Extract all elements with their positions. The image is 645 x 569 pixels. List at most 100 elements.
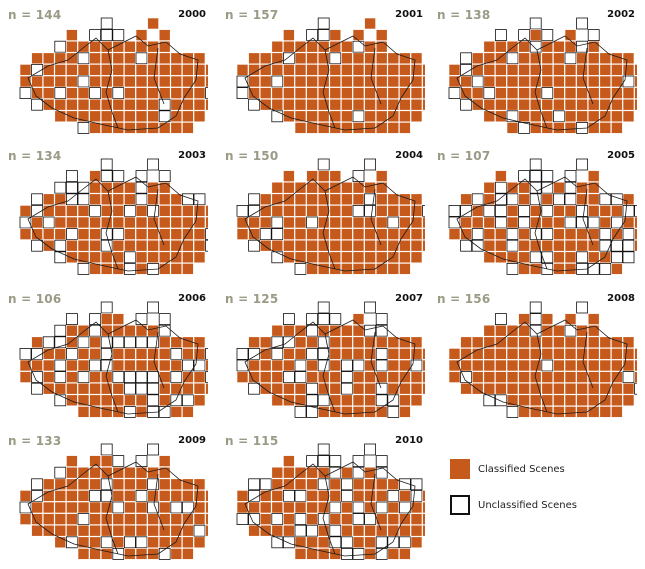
unclassified-scene-tile bbox=[248, 348, 261, 360]
unclassified-scene-tile bbox=[329, 455, 342, 468]
unclassified-scene-tile bbox=[54, 359, 67, 372]
unclassified-scene-tile bbox=[541, 251, 554, 264]
country-boundary-lines bbox=[244, 319, 416, 415]
unclassified-scene-tile bbox=[460, 239, 473, 252]
classified-scene-tile bbox=[205, 359, 208, 372]
unclassified-scene-tile bbox=[100, 301, 113, 314]
unclassified-scene-tile bbox=[66, 348, 78, 360]
classified-scene-tile bbox=[375, 52, 388, 65]
classified-scene-tile bbox=[54, 501, 67, 514]
classified-scene-tile bbox=[66, 205, 78, 217]
classified-scene-tile bbox=[100, 216, 113, 229]
classified-scene-tile bbox=[399, 382, 411, 395]
classified-scene-tile bbox=[564, 40, 577, 53]
classified-scene-tile bbox=[158, 205, 171, 217]
classified-scene-tile bbox=[460, 336, 472, 349]
classified-scene-tile bbox=[329, 193, 342, 206]
classified-scene-tile bbox=[518, 336, 530, 349]
classified-scene-tile bbox=[341, 64, 353, 76]
scene-map-2008 bbox=[448, 301, 637, 418]
classified-scene-tile bbox=[135, 64, 148, 76]
country-boundary-lines bbox=[27, 35, 199, 131]
classified-scene-tile bbox=[283, 501, 295, 514]
classified-scene-tile bbox=[306, 52, 318, 65]
classified-scene-tile bbox=[135, 359, 148, 372]
classified-scene-tile bbox=[77, 394, 90, 407]
classified-scene-tile bbox=[170, 87, 183, 99]
unclassified-scene-tile bbox=[31, 382, 44, 395]
classified-scene-tile bbox=[170, 122, 183, 134]
unclassified-scene-tile bbox=[100, 336, 113, 349]
classified-scene-tile bbox=[42, 98, 55, 111]
classified-scene-tile bbox=[170, 64, 183, 76]
classified-scene-tile bbox=[634, 98, 637, 111]
classified-scene-tile bbox=[77, 251, 90, 264]
classified-scene-tile bbox=[100, 205, 113, 217]
unclassified-scene-tile bbox=[271, 251, 284, 264]
classified-scene-tile bbox=[364, 394, 376, 407]
map-panel-2004: n = 150 2004 bbox=[225, 149, 425, 275]
classified-scene-tile bbox=[271, 371, 284, 383]
unclassified-scene-tile bbox=[147, 205, 160, 217]
unclassified-scene-tile bbox=[364, 324, 377, 337]
unclassified-scene-tile bbox=[317, 359, 330, 372]
classified-scene-tile bbox=[422, 75, 425, 88]
classified-scene-tile bbox=[294, 501, 307, 514]
classified-scene-tile bbox=[387, 75, 400, 88]
unclassified-scene-tile bbox=[529, 158, 542, 171]
country-boundary-lines bbox=[27, 176, 199, 272]
unclassified-scene-tile bbox=[483, 205, 496, 217]
classified-scene-tile bbox=[248, 336, 260, 349]
classified-scene-tile bbox=[611, 348, 623, 360]
classified-scene-tile bbox=[518, 348, 530, 360]
classified-scene-tile bbox=[329, 110, 342, 123]
classified-scene-tile bbox=[352, 394, 365, 407]
unclassified-scene-tile bbox=[193, 359, 206, 372]
classified-scene-tile bbox=[375, 251, 388, 264]
classified-scene-tile bbox=[135, 348, 148, 360]
unclassified-scene-tile bbox=[622, 75, 635, 88]
classified-scene-tile bbox=[541, 98, 554, 111]
unclassified-scene-tile bbox=[248, 478, 261, 491]
unclassified-scene-tile bbox=[471, 193, 484, 206]
classified-scene-tile bbox=[541, 52, 554, 65]
unclassified-scene-tile bbox=[181, 394, 194, 407]
classified-scene-tile bbox=[283, 181, 295, 194]
classified-scene-tile bbox=[529, 394, 542, 407]
classified-scene-tile bbox=[158, 371, 171, 383]
unclassified-scene-tile bbox=[147, 382, 160, 395]
classified-scene-tile bbox=[634, 359, 637, 372]
classified-scene-tile bbox=[599, 75, 612, 88]
classified-scene-tile bbox=[100, 122, 113, 134]
classified-scene-tile bbox=[387, 382, 400, 395]
classified-scene-tile bbox=[341, 98, 353, 111]
unclassified-scene-tile bbox=[181, 501, 194, 514]
classified-scene-tile bbox=[158, 501, 171, 514]
classified-scene-tile bbox=[387, 193, 400, 206]
classified-scene-tile bbox=[306, 193, 318, 206]
classified-scene-tile bbox=[170, 548, 183, 560]
classified-scene-tile bbox=[553, 122, 565, 134]
classified-scene-tile bbox=[622, 52, 635, 65]
classified-scene-tile bbox=[529, 122, 542, 134]
classified-scene-tile bbox=[283, 348, 295, 360]
classified-scene-tile bbox=[518, 239, 530, 252]
unclassified-scene-tile bbox=[352, 170, 365, 183]
classified-scene-tile bbox=[506, 98, 519, 111]
classified-scene-tile bbox=[634, 216, 637, 229]
classified-scene-tile bbox=[483, 371, 496, 383]
classified-scene-tile bbox=[422, 239, 425, 252]
classified-scene-tile bbox=[283, 228, 295, 240]
classified-scene-tile bbox=[182, 536, 194, 549]
unclassified-scene-tile bbox=[135, 382, 148, 395]
unclassified-scene-tile bbox=[471, 239, 484, 252]
unclassified-scene-tile bbox=[77, 263, 90, 275]
classified-scene-tile bbox=[124, 324, 136, 337]
unclassified-scene-tile bbox=[112, 170, 125, 183]
classified-scene-tile bbox=[410, 98, 423, 111]
classified-scene-tile bbox=[112, 348, 125, 360]
unclassified-scene-tile bbox=[77, 75, 90, 88]
classified-scene-tile bbox=[66, 501, 78, 514]
classified-scene-tile bbox=[147, 513, 159, 525]
scene-map-2003 bbox=[19, 158, 208, 275]
